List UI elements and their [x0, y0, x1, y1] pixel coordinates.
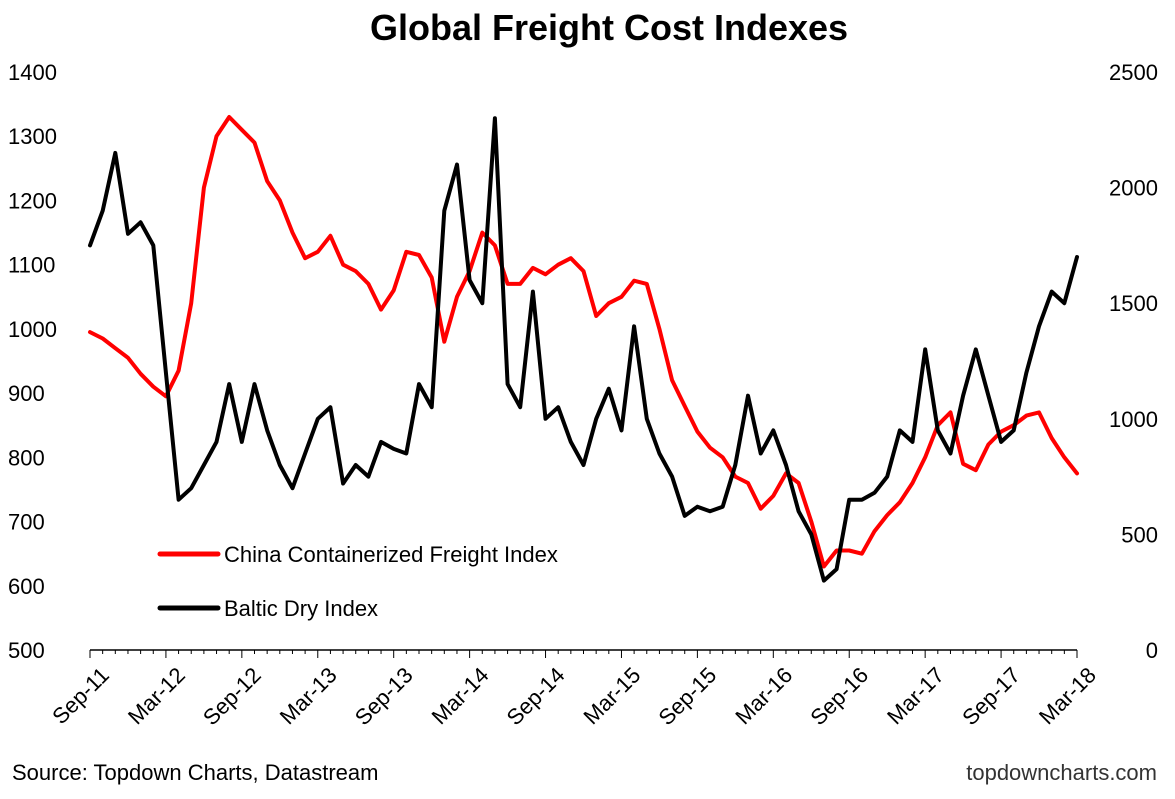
left-y-tick-label: 1100 — [8, 253, 55, 278]
series-layer — [88, 115, 1079, 583]
x-tick-label: Sep-14 — [502, 662, 570, 730]
x-tick-label: Sep-17 — [957, 662, 1025, 730]
brand-link[interactable]: topdowncharts.com — [966, 760, 1157, 785]
left-y-tick-label: 900 — [8, 381, 45, 406]
right-y-tick-label: 500 — [1121, 522, 1158, 547]
x-tick-label: Mar-12 — [123, 662, 190, 729]
x-tick-label: Mar-16 — [730, 662, 797, 729]
x-tick-label: Sep-13 — [350, 662, 418, 730]
left-y-tick-label: 500 — [8, 638, 45, 663]
x-tick-label: Sep-12 — [198, 662, 266, 730]
x-tick-label: Mar-17 — [882, 662, 949, 729]
china-freight-index-line — [88, 115, 1079, 569]
x-tick-label: Mar-18 — [1034, 662, 1101, 729]
x-tick-label: Sep-16 — [805, 662, 873, 730]
left-y-tick-label: 1200 — [8, 188, 57, 213]
x-tick-label: Sep-15 — [654, 662, 722, 730]
right-y-axis: 0 500 1000 1500 2000 2500 — [1109, 60, 1158, 663]
baltic-dry-index-line — [88, 116, 1079, 583]
right-y-tick-label: 1500 — [1109, 291, 1158, 316]
left-y-tick-label: 600 — [8, 574, 45, 599]
right-y-tick-label: 0 — [1146, 638, 1158, 663]
right-y-tick-label: 2500 — [1109, 60, 1158, 85]
left-y-tick-label: 1400 — [8, 60, 57, 85]
x-tick-label: Mar-15 — [578, 662, 645, 729]
legend: China Containerized Freight Index Baltic … — [157, 542, 558, 621]
x-tick-label: Mar-14 — [427, 662, 494, 729]
left-y-tick-label: 1300 — [8, 124, 57, 149]
right-y-tick-label: 1000 — [1109, 407, 1158, 432]
legend-label: Baltic Dry Index — [224, 596, 378, 621]
x-tick-label: Sep-11 — [47, 662, 114, 729]
left-y-tick-label: 800 — [8, 445, 45, 470]
source-note: Source: Topdown Charts, Datastream — [12, 760, 379, 785]
x-tick-label: Mar-13 — [275, 662, 342, 729]
legend-label: China Containerized Freight Index — [224, 542, 558, 567]
left-y-axis: 500 600 700 800 900 1000 1100 1200 1300 1400 — [8, 60, 57, 663]
x-axis: Sep-11 Mar-12 Sep-12 Mar-13 Sep-13 Mar-14 Sep-… — [47, 649, 1101, 730]
right-y-tick-label: 2000 — [1109, 176, 1158, 201]
chart-title: Global Freight Cost Indexes — [370, 7, 848, 48]
left-y-tick-label: 700 — [8, 510, 45, 535]
left-y-tick-label: 1000 — [8, 317, 57, 342]
